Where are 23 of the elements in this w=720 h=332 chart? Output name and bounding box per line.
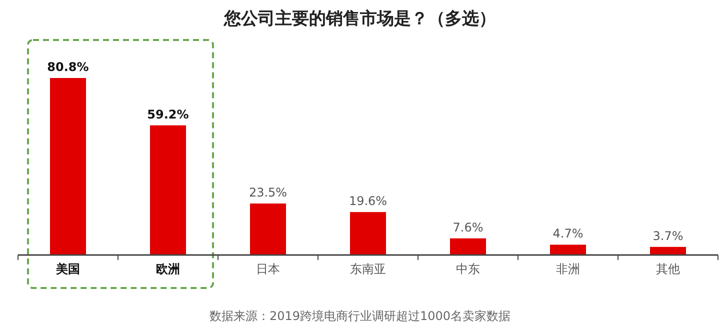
data-label: 3.7% (652, 228, 684, 243)
bar (550, 244, 586, 255)
x-tick-label: 欧洲 (156, 262, 180, 276)
x-tick-label: 其他 (656, 262, 680, 276)
data-label: 19.6% (348, 194, 388, 208)
bar (50, 78, 86, 255)
x-tick-label: 非洲 (556, 262, 580, 276)
x-tick-label: 中东 (456, 262, 480, 276)
data-label: 4.7% (552, 226, 584, 241)
bar (450, 238, 486, 255)
data-label: 7.6% (452, 220, 484, 234)
data-label: 80.8% (47, 60, 89, 74)
x-tick-label: 东南亚 (350, 262, 386, 276)
source-note: 数据来源：2019跨境电商行业调研超过1000名卖家数据 (209, 309, 511, 323)
bar (250, 204, 286, 255)
data-label: 23.5% (248, 186, 288, 200)
bar (350, 212, 386, 255)
data-label: 59.2% (147, 107, 189, 122)
x-tick-label: 美国 (55, 262, 80, 276)
bar (150, 125, 186, 255)
x-tick-label: 日本 (256, 262, 280, 276)
chart-title: 您公司主要的销售市场是？（多选） (223, 9, 496, 29)
bar (650, 246, 686, 255)
